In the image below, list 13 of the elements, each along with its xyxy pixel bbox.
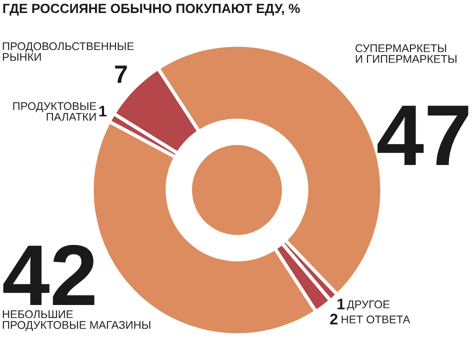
data-label: 7 xyxy=(115,66,127,83)
chart-title: ГДЕ РОССИЯНЕ ОБЫЧНО ПОКУПАЮТ ЕДУ, % xyxy=(3,4,300,16)
data-label: 1 xyxy=(338,298,345,310)
data-label: 2 xyxy=(330,314,338,324)
data-label: 47 xyxy=(378,106,468,165)
data-label: 1 xyxy=(99,106,106,116)
slice-label: НЕТ ОТВЕТА xyxy=(342,315,410,324)
slice-label: ПРОДУКТОВЫЕ ПАЛАТКИ xyxy=(13,102,96,121)
slice-label: ДРУГОЕ xyxy=(346,300,390,310)
slice-label: СУПЕРМАРКЕТЫ И ГИПЕРМАРКЕТЫ xyxy=(356,44,456,63)
data-label: 42 xyxy=(3,244,94,305)
slice-label: НЕБОЛЬШИЕ ПРОДУКТОВЫЕ МАГАЗИНЫ xyxy=(2,310,150,332)
slice-label: ПРОДОВОЛЬСТВЕННЫЕ РЫНКИ xyxy=(2,42,134,61)
